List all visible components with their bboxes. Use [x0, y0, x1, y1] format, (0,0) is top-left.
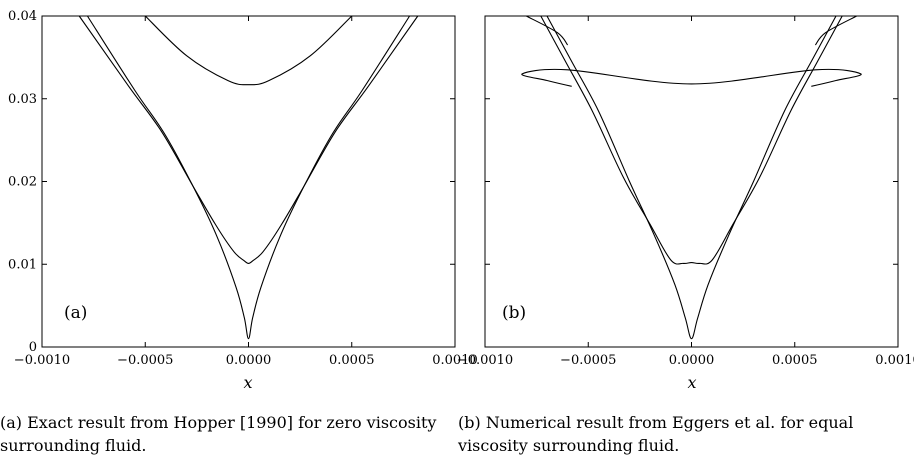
y-tick-label-a-0: 0 — [29, 340, 37, 355]
curve-b-1 — [540, 15, 843, 265]
x-tick-label-b-1: −0.0005 — [560, 353, 616, 368]
y-tick-label-a-3: 0.03 — [8, 92, 37, 107]
x-tick-label-a-3: 0.0005 — [329, 353, 375, 368]
x-axis-title-b: x — [687, 373, 696, 392]
ticks-a: −0.0010 −0.0005 0.0000 0.0005 0.0010 0 0.01 0.0… — [8, 9, 478, 368]
x-tick-label-a-4: 0.0010 — [432, 353, 478, 368]
panel-a: −0.0010 −0.0005 0.0000 0.0005 0.0010 0 0.01 0.0… — [8, 9, 478, 392]
y-tick-label-a-1: 0.01 — [8, 257, 37, 272]
x-axis-title-a: x — [243, 373, 252, 392]
panel-label-a: (a) — [64, 303, 87, 323]
panel-b: −0.0010 −0.0005 0.0000 0.0005 0.0010 (b) x — [457, 15, 914, 392]
x-tick-label-b-3: 0.0005 — [772, 353, 818, 368]
caption-b: (b) Numerical result from Eggers et al. … — [458, 413, 854, 455]
caption-a: (a) Exact result from Hopper [1990] for … — [0, 413, 437, 455]
curve-b-2 — [521, 68, 862, 87]
curve-b-3 — [526, 15, 569, 46]
plot-frame-a — [41, 15, 456, 348]
x-tick-label-a-0: −0.0010 — [14, 353, 70, 368]
x-tick-label-b-0: −0.0010 — [457, 353, 513, 368]
x-tick-label-b-4: 0.0010 — [875, 353, 914, 368]
curve-b-4 — [814, 15, 857, 46]
y-tick-label-a-4: 0.04 — [8, 9, 37, 24]
panel-label-b: (b) — [502, 303, 526, 323]
y-tick-label-a-2: 0.02 — [8, 175, 37, 190]
curve-a-0 — [86, 15, 411, 340]
x-tick-label-b-2: 0.0000 — [669, 353, 715, 368]
curves-b — [521, 15, 862, 340]
ticks-b: −0.0010 −0.0005 0.0000 0.0005 0.0010 — [457, 15, 914, 368]
curves-a — [78, 15, 419, 340]
plot-frame-b — [484, 15, 899, 348]
curve-a-2 — [144, 15, 353, 86]
curve-a-1 — [78, 15, 419, 264]
x-tick-label-a-2: 0.0000 — [226, 353, 272, 368]
x-tick-label-a-1: −0.0005 — [117, 353, 173, 368]
curve-b-0 — [546, 15, 837, 340]
